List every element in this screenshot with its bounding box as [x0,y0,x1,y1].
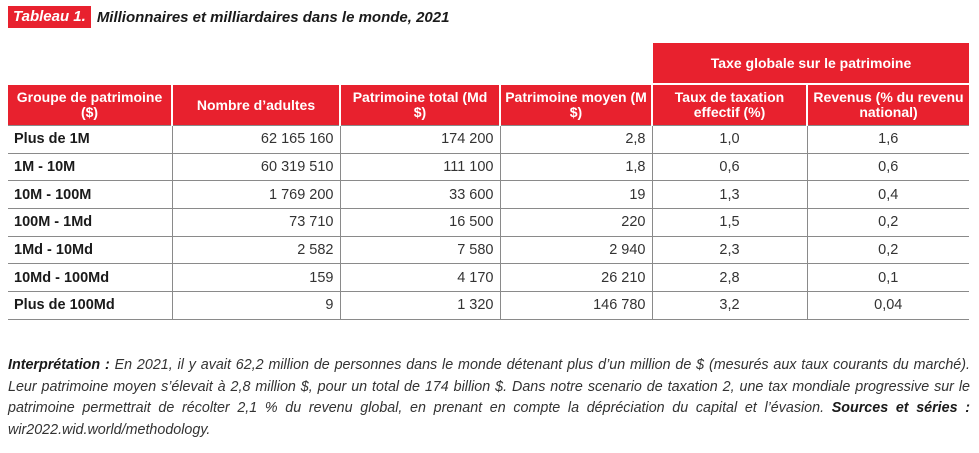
table-cell: 9 [171,291,340,320]
row-label-cell: Plus de 100Md [8,291,172,320]
table-cell: 111 100 [339,153,500,182]
table-row: 1M - 10M 60 319 510 111 100 1,8 0,6 0,6 [8,153,969,182]
column-header: Taux de taxation effectif (%) [651,83,807,126]
table-cell: 2,8 [651,263,807,293]
table-cell: 1,6 [806,125,969,154]
sources-text: wir2022.wid.world/methodology. [8,421,211,438]
table-number-tag: Tableau 1. [8,6,91,28]
table-cell: 19 [499,180,652,210]
sources-label: Sources et séries : [831,400,970,416]
interpretation-label: Interprétation : [8,357,110,373]
table-row: Plus de 1M 62 165 160 174 200 2,8 1,0 1,6 [8,125,969,154]
row-label-cell: 10M - 100M [8,180,172,210]
table-cell: 2 582 [171,236,340,265]
table-cell: 0,6 [651,153,807,182]
table-cell: 174 200 [339,125,500,154]
table-cell: 1,5 [651,208,807,237]
table-body: Plus de 1M 62 165 160 174 200 2,8 1,0 1,6 1M -… [8,125,969,320]
table-cell: 3,2 [651,291,807,320]
table-cell: 0,2 [806,208,969,237]
row-label-cell: 1M - 10M [8,153,172,182]
row-label-cell: 10Md - 100Md [8,263,172,293]
column-header: Patrimoine total (Md $) [339,83,500,126]
group-header-wealth-tax: Taxe globale sur le patrimoine [651,43,969,84]
table-cell: 220 [499,208,652,237]
table-title: Tableau 1. Millionnaires et milliardaire… [8,6,449,28]
table-cell: 159 [171,263,340,293]
table-cell: 1 320 [339,291,500,320]
table-cell: 1,3 [651,180,807,210]
header-spacer [8,43,652,84]
column-header: Revenus (% du revenu national) [806,83,969,126]
table-row: 100M - 1Md 73 710 16 500 220 1,5 0,2 [8,208,969,237]
table-cell: 33 600 [339,180,500,210]
table-title-text: Millionnaires et milliardaires dans le m… [96,8,450,26]
row-label-cell: Plus de 1M [8,125,172,154]
table-cell: 26 210 [499,263,652,293]
table-cell: 73 710 [171,208,340,237]
table-cell: 16 500 [339,208,500,237]
column-header: Nombre d’adultes [171,83,340,126]
table-cell: 0,4 [806,180,969,210]
table-cell: 62 165 160 [171,125,340,154]
table-cell: 7 580 [339,236,500,265]
table-row: 10Md - 100Md 159 4 170 26 210 2,8 0,1 [8,263,969,293]
column-header-row: Groupe de patrimoine ($) Nombre d’adulte… [8,83,969,126]
group-header-row: Taxe globale sur le patrimoine [8,43,969,84]
table-cell: 4 170 [339,263,500,293]
table-cell: 0,04 [806,291,969,320]
table-cell: 2,3 [651,236,807,265]
table-cell: 1,8 [499,153,652,182]
table-cell: 2,8 [499,125,652,154]
row-label-cell: 1Md - 10Md [8,236,172,265]
column-header: Patrimoine moyen (M $) [499,83,652,126]
table-cell: 1 769 200 [171,180,340,210]
interpretation-text: En 2021, il y avait 62,2 million de pers… [8,357,970,416]
row-label-cell: 100M - 1Md [8,208,172,237]
table-row: Plus de 100Md 9 1 320 146 780 3,2 0,04 [8,291,969,320]
table-cell: 2 940 [499,236,652,265]
wealth-table: Taxe globale sur le patrimoine Groupe de… [8,43,969,320]
table-cell: 60 319 510 [171,153,340,182]
column-header: Groupe de patrimoine ($) [8,83,172,126]
table-cell: 0,2 [806,236,969,265]
table-row: 10M - 100M 1 769 200 33 600 19 1,3 0,4 [8,180,969,210]
table-cell: 0,1 [806,263,969,293]
interpretation-note: Interprétation : En 2021, il y avait 62,… [8,355,970,441]
table-row: 1Md - 10Md 2 582 7 580 2 940 2,3 0,2 [8,236,969,265]
table-cell: 0,6 [806,153,969,182]
table-cell: 1,0 [651,125,807,154]
table-cell: 146 780 [499,291,652,320]
